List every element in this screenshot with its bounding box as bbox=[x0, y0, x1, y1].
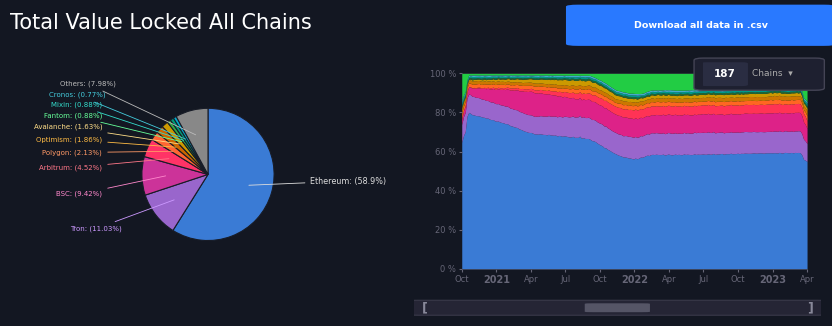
Text: BSC: (9.42%): BSC: (9.42%) bbox=[57, 176, 166, 198]
FancyBboxPatch shape bbox=[566, 5, 832, 46]
Text: DeFiLlama: DeFiLlama bbox=[587, 176, 661, 189]
Text: Polygon: (2.13%): Polygon: (2.13%) bbox=[42, 149, 173, 156]
Wedge shape bbox=[152, 132, 208, 174]
Wedge shape bbox=[157, 126, 208, 174]
Text: Tron: (11.03%): Tron: (11.03%) bbox=[71, 200, 174, 232]
Text: Fantom: (0.88%): Fantom: (0.88%) bbox=[44, 112, 182, 142]
Wedge shape bbox=[176, 108, 208, 174]
Text: Download all data in .csv: Download all data in .csv bbox=[634, 21, 768, 30]
Text: ]: ] bbox=[807, 301, 813, 314]
Wedge shape bbox=[162, 122, 208, 174]
Wedge shape bbox=[144, 140, 208, 174]
Wedge shape bbox=[167, 120, 208, 174]
Text: Optimism: (1.86%): Optimism: (1.86%) bbox=[36, 136, 176, 147]
FancyBboxPatch shape bbox=[585, 303, 650, 312]
Wedge shape bbox=[173, 108, 274, 241]
Text: Arbitrum: (4.52%): Arbitrum: (4.52%) bbox=[39, 159, 169, 171]
Text: Cronos: (0.77%): Cronos: (0.77%) bbox=[49, 92, 186, 139]
Text: Total Value Locked All Chains: Total Value Locked All Chains bbox=[10, 13, 312, 33]
FancyBboxPatch shape bbox=[694, 58, 825, 90]
Text: Others: (7.98%): Others: (7.98%) bbox=[60, 81, 196, 135]
FancyBboxPatch shape bbox=[701, 62, 748, 86]
Wedge shape bbox=[171, 118, 208, 174]
Text: Mixin: (0.88%): Mixin: (0.88%) bbox=[51, 102, 184, 140]
Text: Chains  ▾: Chains ▾ bbox=[752, 69, 793, 78]
Wedge shape bbox=[146, 174, 208, 230]
Text: 187: 187 bbox=[714, 68, 735, 79]
Text: [: [ bbox=[422, 301, 428, 314]
FancyBboxPatch shape bbox=[409, 300, 825, 315]
Wedge shape bbox=[142, 156, 208, 195]
Wedge shape bbox=[173, 116, 208, 174]
Text: Avalanche: (1.63%): Avalanche: (1.63%) bbox=[33, 124, 180, 144]
Text: Ethereum: (58.9%): Ethereum: (58.9%) bbox=[249, 176, 387, 185]
